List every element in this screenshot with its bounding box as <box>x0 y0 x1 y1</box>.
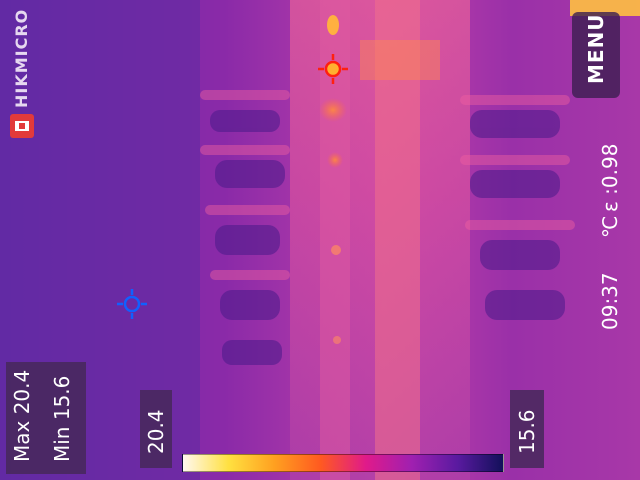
brand-name: HIKMICRO <box>12 8 31 108</box>
min-temperature: Min 15.6 <box>50 375 74 462</box>
scale-low-panel: 15.6 <box>510 390 544 468</box>
clock-time: 09:37 <box>598 272 622 330</box>
crosshair-cold-icon <box>117 289 147 319</box>
max-temperature: Max 20.4 <box>10 369 34 462</box>
hikmicro-logo-icon <box>10 114 34 138</box>
menu-label: MENU <box>584 13 608 84</box>
scale-high-value: 20.4 <box>144 409 168 454</box>
palette-colorbar <box>182 454 504 472</box>
crosshair-hot-icon <box>318 54 348 84</box>
temperature-unit: ℃ <box>598 215 622 238</box>
max-min-panel: Max 20.4 Min 15.6 <box>6 362 86 474</box>
menu-button[interactable]: MENU <box>572 12 620 98</box>
scale-low-value: 15.6 <box>515 409 539 454</box>
emissivity-readout: ε :0.98 <box>598 143 622 212</box>
scale-high-panel: 20.4 <box>140 390 172 468</box>
